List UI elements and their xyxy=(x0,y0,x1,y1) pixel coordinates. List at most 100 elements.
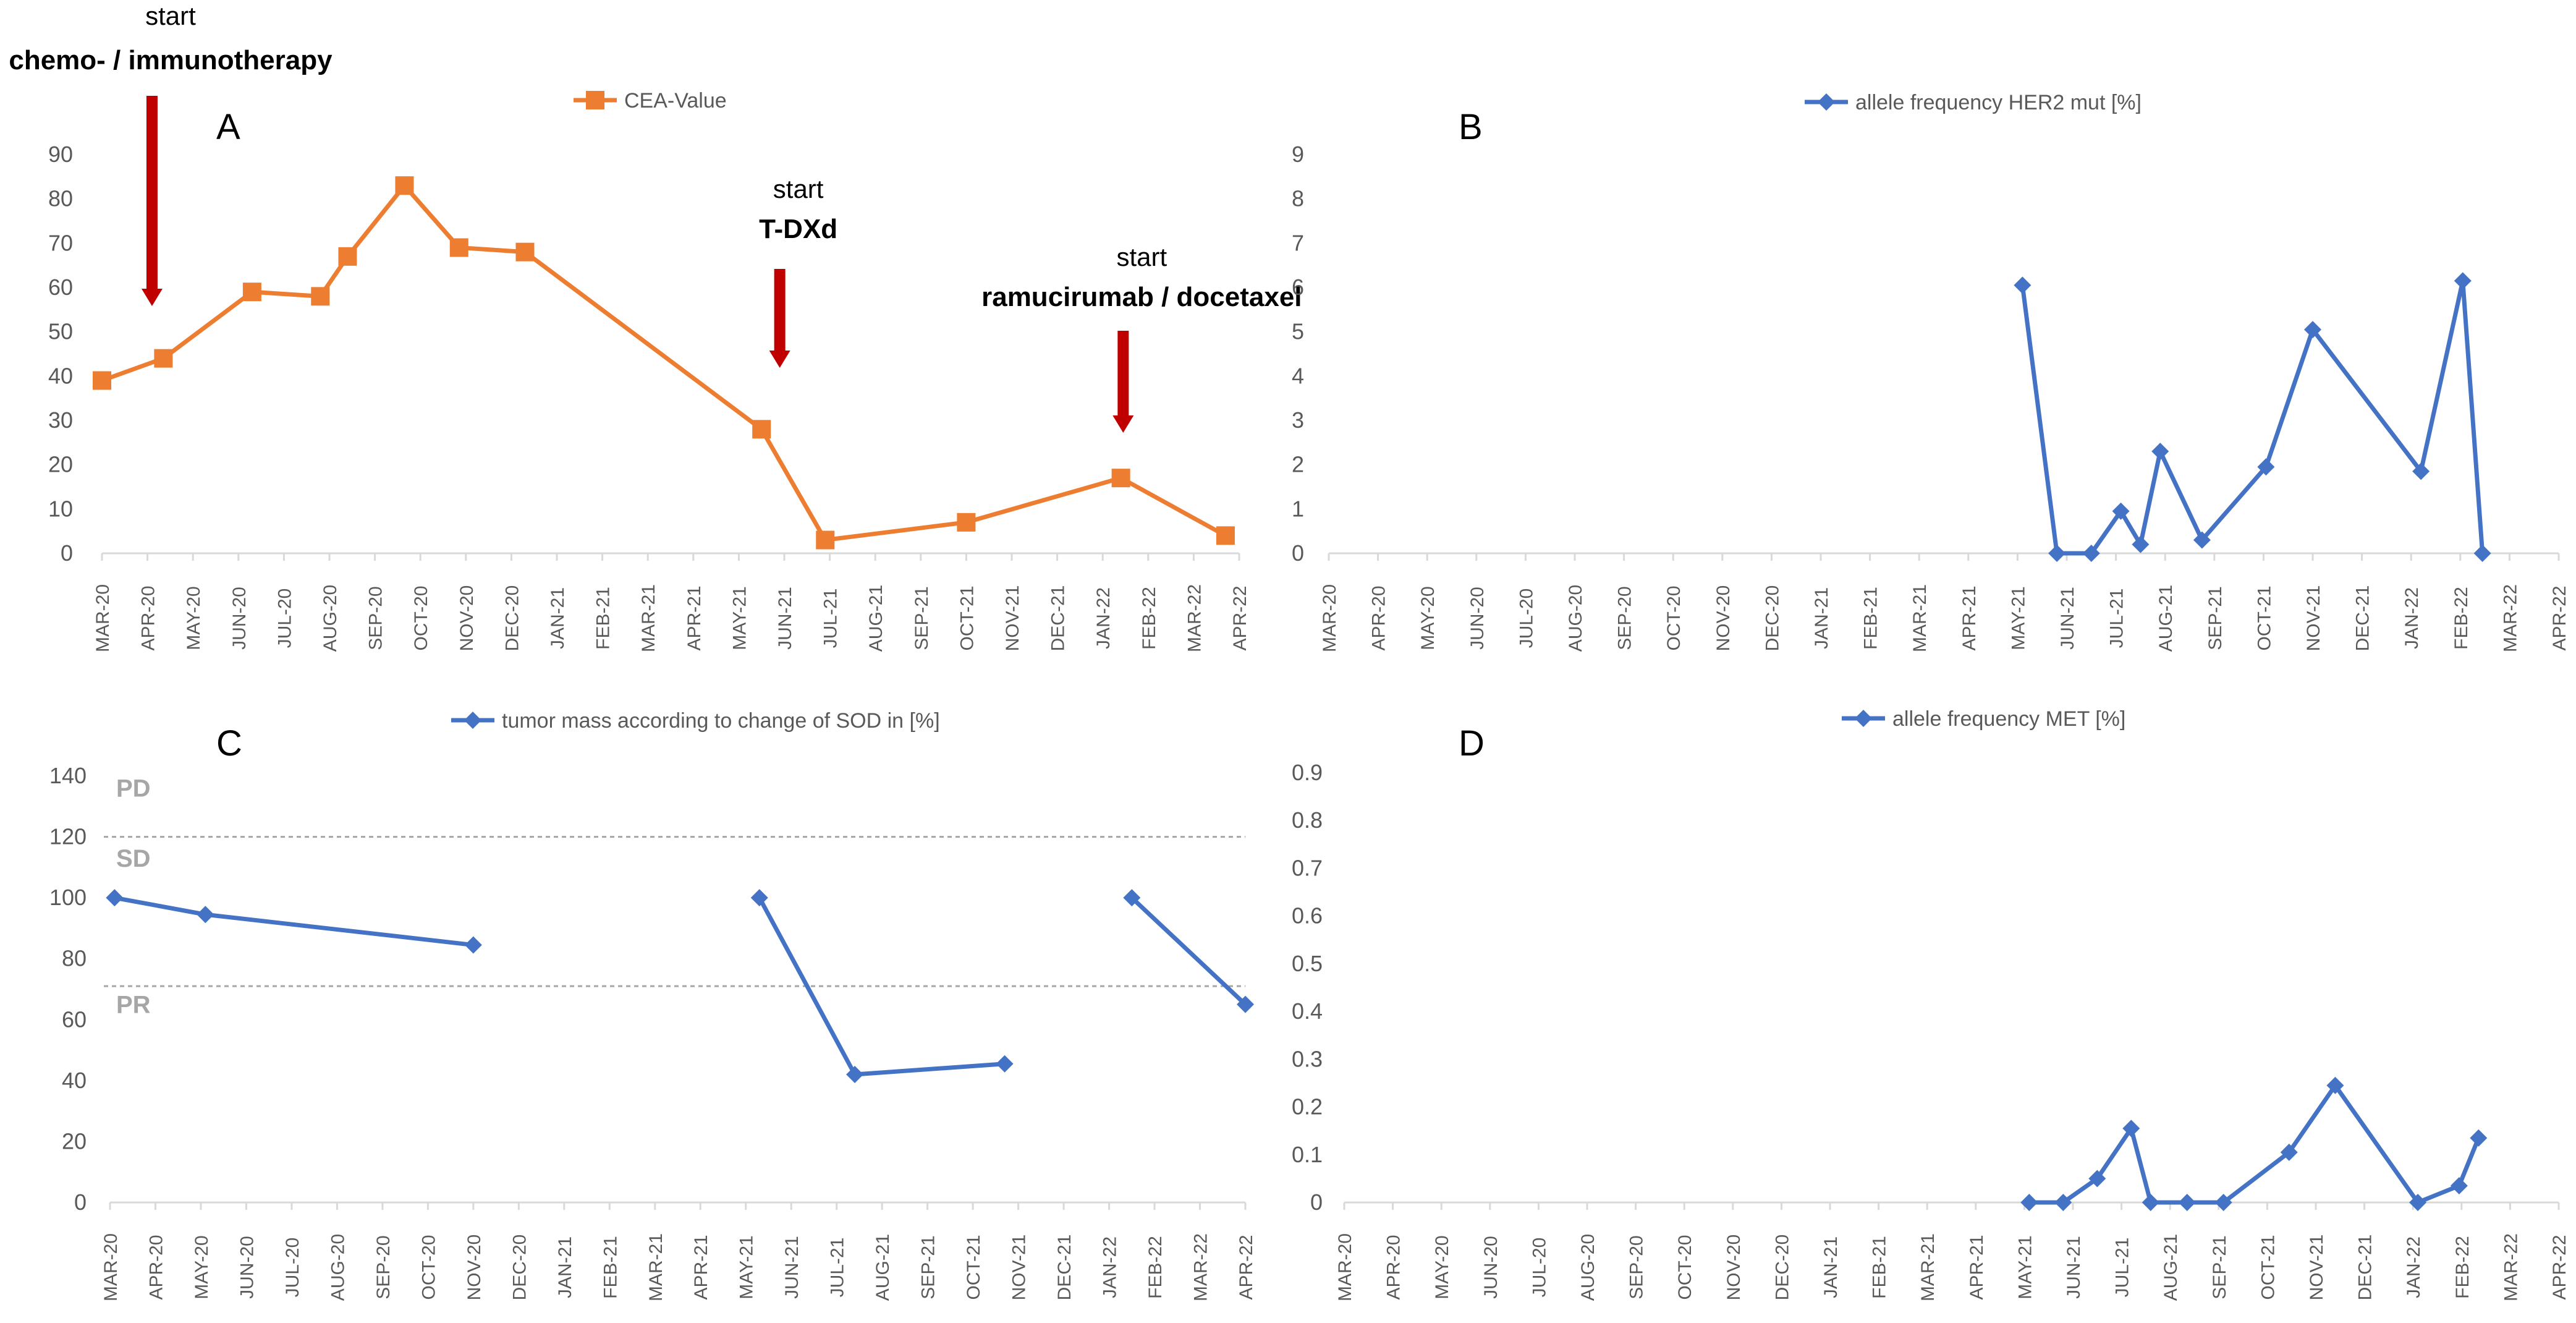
x-tick-label: JUN-21 xyxy=(775,587,795,650)
y-tick-label: 0.1 xyxy=(1292,1142,1323,1167)
data-point xyxy=(106,889,124,907)
data-point xyxy=(2054,1194,2072,1211)
y-tick-label: 40 xyxy=(62,1068,87,1093)
data-point xyxy=(1123,889,1141,907)
y-tick-label: 5 xyxy=(1292,319,1304,344)
data-point xyxy=(2454,272,2472,290)
y-tick-label: 3 xyxy=(1292,407,1304,433)
x-tick-label: JUN-21 xyxy=(2064,1236,2084,1299)
x-tick-label: SEP-20 xyxy=(1627,1235,1647,1299)
x-tick-label: MAY-21 xyxy=(729,586,750,650)
x-tick-label: APR-20 xyxy=(138,585,159,650)
x-tick-label: MAR-20 xyxy=(1320,584,1340,652)
x-tick-label: MAR-21 xyxy=(638,584,659,652)
panel-label-b: B xyxy=(1459,107,1483,147)
data-point xyxy=(2151,443,2169,461)
x-tick-label: JAN-22 xyxy=(1100,1236,1121,1298)
x-tick-label: FEB-21 xyxy=(600,1236,621,1299)
data-point xyxy=(996,1055,1014,1073)
x-tick-label: OCT-21 xyxy=(957,585,977,650)
data-point xyxy=(2470,1129,2488,1147)
annotation-start-label: start xyxy=(1116,242,1167,271)
x-tick-label: APR-22 xyxy=(1236,1235,1256,1300)
y-tick-label: 80 xyxy=(48,186,73,211)
x-tick-label: APR-21 xyxy=(691,1235,711,1300)
data-point xyxy=(2409,1194,2427,1211)
x-tick-label: MAR-22 xyxy=(1184,584,1205,652)
legend: tumor mass according to change of SOD in… xyxy=(451,709,940,733)
data-point xyxy=(1216,526,1235,545)
y-tick-label: 0 xyxy=(61,540,73,566)
x-tick-label: AUG-20 xyxy=(1566,585,1586,652)
y-tick-label: 0.2 xyxy=(1292,1094,1323,1120)
x-tick-label: APR-20 xyxy=(1369,585,1389,650)
data-point xyxy=(2014,276,2032,294)
data-point xyxy=(2122,1120,2140,1138)
x-tick-label: JAN-22 xyxy=(1093,587,1114,649)
y-tick-label: 6 xyxy=(1292,274,1304,300)
y-tick-label: 0.6 xyxy=(1292,903,1323,929)
x-tick-label: FEB-22 xyxy=(2451,587,2472,650)
x-tick-label: FEB-22 xyxy=(1145,1236,1166,1299)
x-tick-label: SEP-21 xyxy=(2205,586,2226,650)
data-point xyxy=(449,238,468,257)
arrow-head xyxy=(1112,415,1134,433)
legend: CEA-Value xyxy=(574,89,727,113)
x-tick-label: JUL-21 xyxy=(821,589,841,649)
x-tick-label: NOV-20 xyxy=(457,585,477,652)
y-tick-label: 0.5 xyxy=(1292,951,1323,976)
x-tick-label: MAR-21 xyxy=(646,1233,666,1301)
x-tick-label: FEB-21 xyxy=(593,587,614,650)
x-tick-label: FEB-22 xyxy=(2452,1236,2473,1299)
x-tick-label: AUG-21 xyxy=(866,585,886,652)
data-point xyxy=(154,349,173,368)
y-tick-label: 50 xyxy=(48,319,73,344)
x-tick-label: JUN-20 xyxy=(237,1236,257,1299)
legend-label: CEA-Value xyxy=(624,89,727,113)
y-tick-label: 0 xyxy=(1292,540,1304,566)
x-tick-label: OCT-20 xyxy=(1675,1235,1695,1300)
x-tick-label: FEB-21 xyxy=(1861,587,1881,650)
legend-marker xyxy=(586,91,604,109)
annotation-title: ramucirumab / docetaxel xyxy=(981,282,1302,312)
x-tick-label: DEC-20 xyxy=(1772,1235,1792,1301)
annotation: start chemo- / immunotherapy xyxy=(9,1,333,306)
x-tick-label: AUG-21 xyxy=(873,1234,893,1301)
data-point xyxy=(1111,469,1130,488)
series-line xyxy=(2020,278,2485,556)
series-line xyxy=(112,895,476,948)
y-tick-label: 0.8 xyxy=(1292,807,1323,833)
x-tick-label: JAN-21 xyxy=(1821,1236,1841,1298)
data-point xyxy=(752,420,771,439)
zone-label-sd: SD xyxy=(116,845,151,872)
y-tick-label: 60 xyxy=(62,1006,87,1032)
x-tick-label: MAY-20 xyxy=(1418,586,1438,650)
data-point xyxy=(2020,1194,2038,1211)
x-tick-label: MAY-21 xyxy=(2015,1235,2035,1299)
x-tick-label: JAN-21 xyxy=(1811,587,1832,649)
arrow-head xyxy=(141,289,163,306)
x-tick-label: JUN-21 xyxy=(782,1236,802,1299)
x-tick-label: DEC-21 xyxy=(1048,585,1069,652)
data-point xyxy=(750,889,768,907)
legend-marker xyxy=(464,712,481,729)
data-point xyxy=(2304,321,2321,339)
x-tick-label: MAR-22 xyxy=(2501,1233,2521,1301)
data-point xyxy=(2193,531,2211,549)
y-tick-label: 9 xyxy=(1292,142,1304,167)
x-tick-label: DEC-21 xyxy=(1054,1235,1075,1301)
y-tick-label: 7 xyxy=(1292,230,1304,255)
x-tick-label: APR-22 xyxy=(2549,585,2570,650)
y-tick-label: 140 xyxy=(49,763,87,788)
x-tick-label: JUN-20 xyxy=(229,587,250,650)
x-tick-label: JUL-21 xyxy=(828,1238,848,1298)
data-point xyxy=(2142,1194,2159,1211)
x-tick-label: APR-20 xyxy=(1384,1235,1404,1300)
panel-label-c: C xyxy=(216,723,242,764)
x-tick-label: JUN-20 xyxy=(1481,1236,1501,1299)
arrow-shaft xyxy=(146,96,158,290)
y-tick-label: 8 xyxy=(1292,186,1304,211)
x-tick-label: MAY-20 xyxy=(184,586,204,650)
